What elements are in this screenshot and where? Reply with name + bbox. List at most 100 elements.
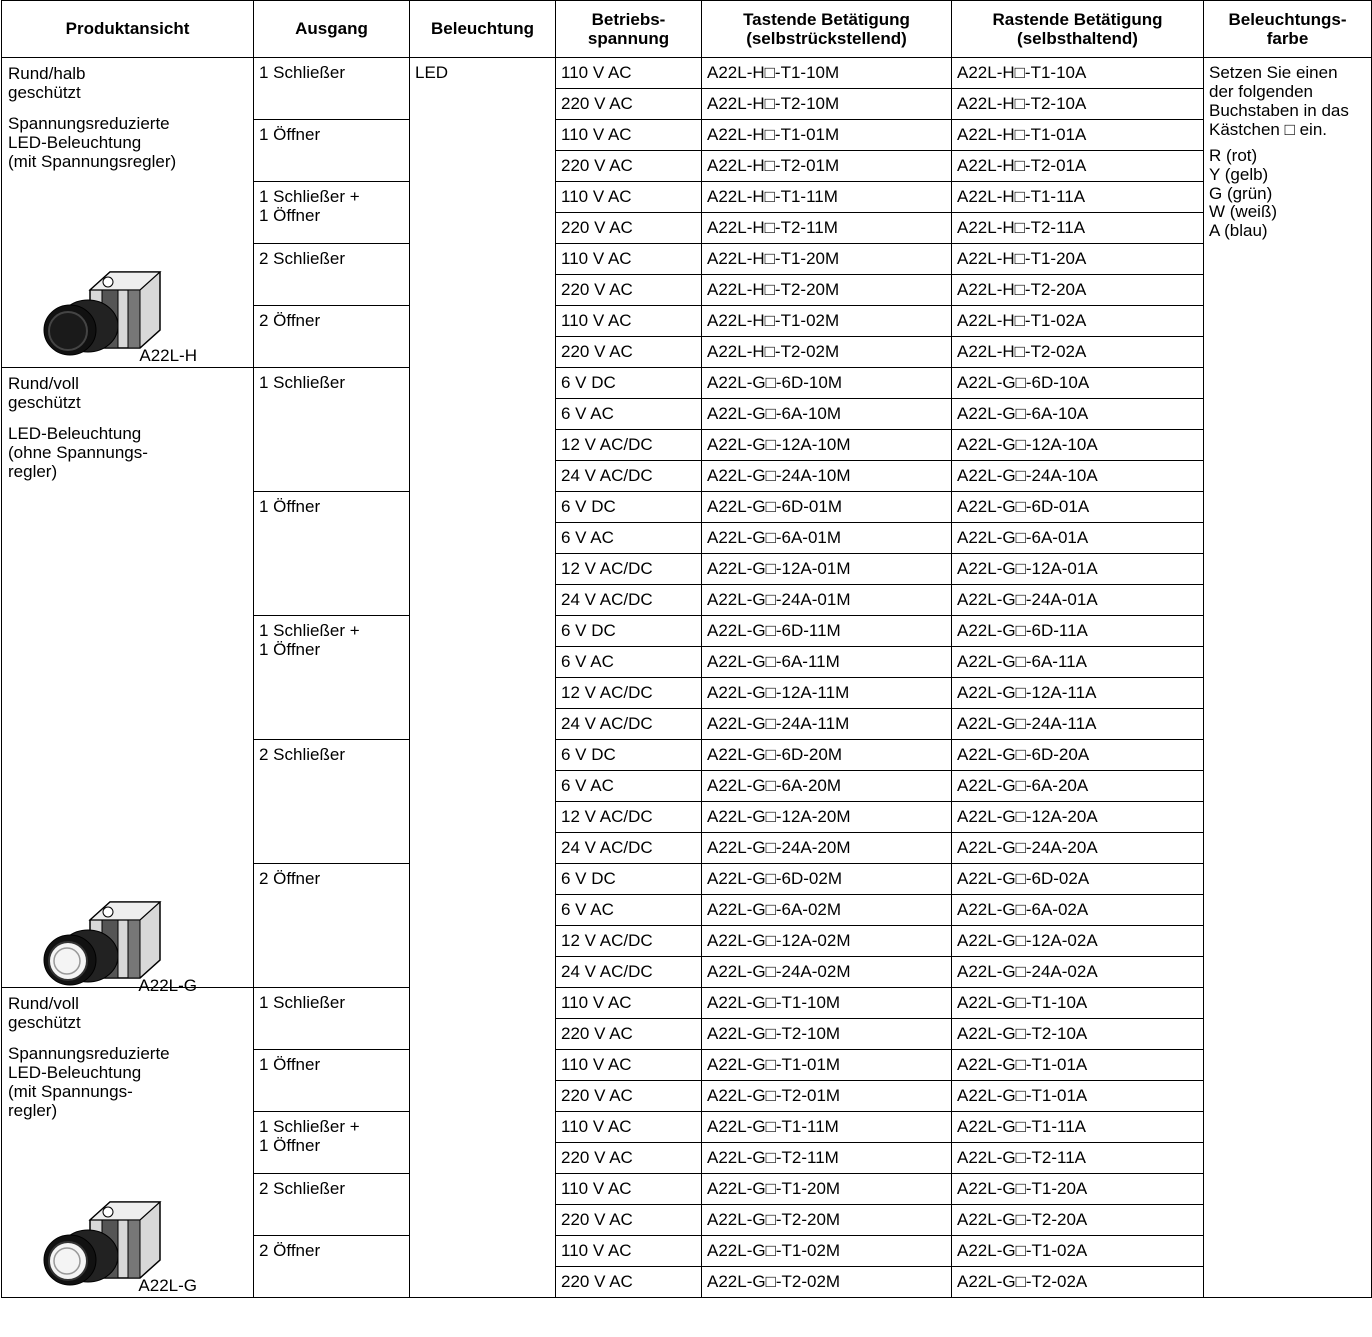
alternate-code: A22L-H□-T1-02A <box>951 305 1204 337</box>
momentary-code: A22L-H□-T2-02M <box>701 336 952 368</box>
output-cell: 1 Öffner <box>253 119 410 182</box>
alternate-code: A22L-G□-6A-10A <box>951 398 1204 430</box>
table-row: Rund/voll geschützt LED-Beleuchtung (ohne… <box>1 367 1372 995</box>
product-image <box>43 901 162 986</box>
output-cell: 1 Schließer + 1 Öffner <box>253 615 410 740</box>
table-row: 2 Öffner 110 V AC A22L-H□-T1-02M A22L-H□-T1… <box>2 305 1372 368</box>
voltage: 220 V AC <box>555 1080 702 1112</box>
alternate-code: A22L-H□-T2-10A <box>951 88 1204 120</box>
momentary-code: A22L-G□-12A-20M <box>701 801 952 833</box>
momentary-code: A22L-G□-6D-02M <box>701 863 952 895</box>
voltage: 24 V AC/DC <box>555 584 702 616</box>
table-row: 6 V AC A22L-G□-6A-10M A22L-G□-6A-10A <box>2 398 1372 430</box>
output-cell: 1 Öffner <box>253 491 410 616</box>
alternate-code: A22L-G□-T1-01A <box>951 1080 1204 1112</box>
voltage: 220 V AC <box>555 336 702 368</box>
momentary-code: A22L-G□-6D-20M <box>701 739 952 771</box>
alternate-code: A22L-G□-6A-02A <box>951 894 1204 926</box>
voltage: 24 V AC/DC <box>555 708 702 740</box>
momentary-code: A22L-G□-T1-10M <box>701 987 952 1019</box>
voltage: 6 V DC <box>555 491 702 523</box>
alternate-code: A22L-G□-12A-02A <box>951 925 1204 957</box>
table-row: 12 V AC/DC A22L-G□-12A-10M A22L-G□-12A-10A <box>2 429 1372 461</box>
table-row: 6 V AC A22L-G□-6A-01M A22L-G□-6A-01A <box>2 522 1372 554</box>
column-header: Ausgang <box>253 0 410 58</box>
image-part <box>127 1219 141 1279</box>
product-cell: Rund/voll geschützt LED-Beleuchtung (ohne… <box>1 367 254 995</box>
column-header: Betriebs- spannung <box>555 0 702 58</box>
voltage: 6 V DC <box>555 863 702 895</box>
product-cell: Rund/voll geschützt Spannungsreduzierte L… <box>1 987 254 1298</box>
momentary-code: A22L-H□-T2-20M <box>701 274 952 306</box>
table-row: 24 V AC/DC A22L-G□-24A-02M A22L-G□-24A-02A <box>2 956 1372 988</box>
momentary-code: A22L-H□-T1-20M <box>701 243 952 275</box>
alternate-code: A22L-G□-24A-10A <box>951 460 1204 492</box>
alternate-code: A22L-G□-T1-10A <box>951 987 1204 1019</box>
momentary-code: A22L-G□-T2-01M <box>701 1080 952 1112</box>
momentary-code: A22L-G□-T1-11M <box>701 1111 952 1143</box>
color-option: Y (gelb) <box>1209 164 1269 184</box>
alternate-code: A22L-G□-6D-20A <box>951 739 1204 771</box>
voltage: 220 V AC <box>555 1018 702 1050</box>
voltage: 220 V AC <box>555 1142 702 1174</box>
alternate-code: A22L-G□-6D-10A <box>951 367 1204 399</box>
product-description: Spannungsreduzierte LED-Beleuchtung (mit… <box>8 114 177 172</box>
table-body: Rund/halb geschützt Spannungsreduzierte L… <box>1 57 1372 1298</box>
voltage: 6 V DC <box>555 739 702 771</box>
color-option: W (weiß) <box>1209 202 1277 222</box>
voltage: 110 V AC <box>555 1111 702 1143</box>
alternate-code: A22L-G□-T2-20A <box>951 1204 1204 1236</box>
table-row: 24 V AC/DC A22L-G□-24A-20M A22L-G□-24A-20A <box>2 832 1372 864</box>
color-option: A (blau) <box>1209 220 1268 240</box>
product-title: Rund/halb geschützt <box>8 64 86 103</box>
image-part <box>53 947 81 975</box>
voltage: 110 V AC <box>555 1049 702 1081</box>
table-row: 12 V AC/DC A22L-G□-12A-11M A22L-G□-12A-11A <box>2 677 1372 709</box>
momentary-code: A22L-G□-24A-02M <box>701 956 952 988</box>
table-row: 24 V AC/DC A22L-G□-24A-10M A22L-G□-24A-10A <box>2 460 1372 492</box>
table-row: 220 V AC A22L-G□-T2-11M A22L-G□-T2-11A <box>2 1142 1372 1174</box>
table-row: 12 V AC/DC A22L-G□-12A-20M A22L-G□-12A-20A <box>2 801 1372 833</box>
momentary-code: A22L-H□-T2-10M <box>701 88 952 120</box>
alternate-code: A22L-G□-T1-20A <box>951 1173 1204 1205</box>
output-cell: 2 Schließer <box>253 1173 410 1236</box>
voltage: 220 V AC <box>555 1266 702 1298</box>
alternate-code: A22L-G□-6A-11A <box>951 646 1204 678</box>
table-row: Rund/halb geschützt Spannungsreduzierte L… <box>1 57 1372 1298</box>
image-part <box>53 1247 81 1275</box>
voltage: 12 V AC/DC <box>555 553 702 585</box>
momentary-code: A22L-H□-T1-10M <box>701 57 952 89</box>
column-header: Tastende Betätigung (selbstrückstellend) <box>701 0 952 58</box>
voltage: 220 V AC <box>555 150 702 182</box>
product-image <box>43 1201 162 1286</box>
momentary-code: A22L-G□-T2-02M <box>701 1266 952 1298</box>
table-row: 6 V AC A22L-G□-6A-11M A22L-G□-6A-11A <box>2 646 1372 678</box>
alternate-code: A22L-H□-T1-10A <box>951 57 1204 89</box>
alternate-code: A22L-H□-T2-20A <box>951 274 1204 306</box>
momentary-code: A22L-G□-T2-10M <box>701 1018 952 1050</box>
output-cell: 1 Öffner <box>253 1049 410 1112</box>
alternate-code: A22L-H□-T2-11A <box>951 212 1204 244</box>
table-row: 220 V AC A22L-G□-T2-02M A22L-G□-T2-02A <box>2 1266 1372 1298</box>
color-option: G (grün) <box>1209 183 1273 203</box>
table-row: 2 Öffner 110 V AC A22L-G□-T1-02M A22L-G□-T1… <box>2 1235 1372 1298</box>
alternate-code: A22L-H□-T1-11A <box>951 181 1204 213</box>
alternate-code: A22L-G□-T2-11A <box>951 1142 1204 1174</box>
momentary-code: A22L-G□-24A-01M <box>701 584 952 616</box>
output-cell: 2 Öffner <box>253 305 410 368</box>
voltage: 12 V AC/DC <box>555 801 702 833</box>
alternate-code: A22L-G□-6D-02A <box>951 863 1204 895</box>
alternate-code: A22L-G□-24A-01A <box>951 584 1204 616</box>
momentary-code: A22L-G□-24A-20M <box>701 832 952 864</box>
alternate-code: A22L-G□-24A-11A <box>951 708 1204 740</box>
alternate-code: A22L-G□-24A-02A <box>951 956 1204 988</box>
voltage: 220 V AC <box>555 274 702 306</box>
table-row: 220 V AC A22L-H□-T2-01M A22L-H□-T2-01A <box>2 150 1372 182</box>
momentary-code: A22L-G□-12A-02M <box>701 925 952 957</box>
table-row: 220 V AC A22L-H□-T2-20M A22L-H□-T2-20A <box>2 274 1372 306</box>
voltage: 110 V AC <box>555 57 702 89</box>
header-row: Produktansicht Ausgang Beleuchtung Betriebs… <box>1 0 1372 58</box>
momentary-code: A22L-H□-T2-01M <box>701 150 952 182</box>
voltage: 6 V AC <box>555 646 702 678</box>
table-row: 1 Öffner 110 V AC A22L-G□-T1-01M A22L-G□-T1… <box>2 1049 1372 1112</box>
